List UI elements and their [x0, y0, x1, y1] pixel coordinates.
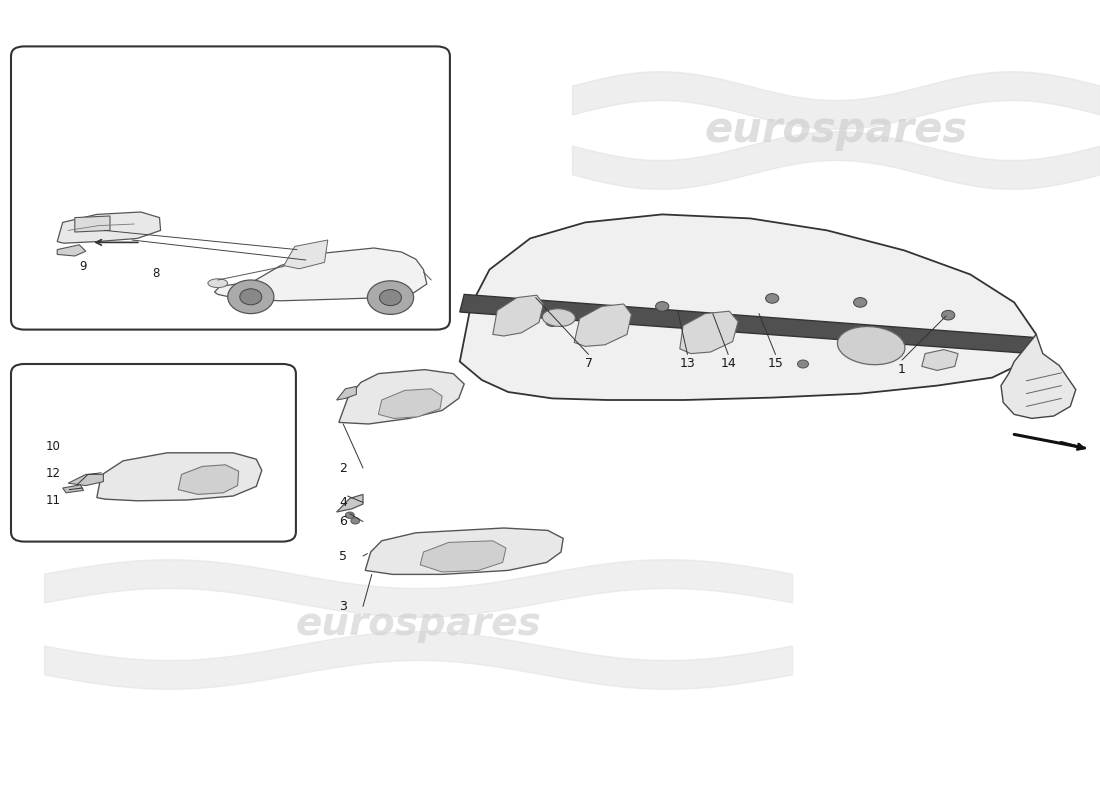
- Polygon shape: [460, 214, 1036, 400]
- Polygon shape: [337, 386, 356, 400]
- Polygon shape: [337, 494, 363, 512]
- Text: 10: 10: [45, 440, 60, 453]
- Circle shape: [345, 512, 354, 518]
- Circle shape: [766, 294, 779, 303]
- Polygon shape: [680, 311, 738, 354]
- FancyBboxPatch shape: [11, 364, 296, 542]
- Polygon shape: [420, 541, 506, 572]
- Polygon shape: [460, 294, 1036, 354]
- Text: 9: 9: [79, 260, 86, 273]
- Circle shape: [379, 290, 401, 306]
- Ellipse shape: [208, 278, 228, 287]
- Text: 11: 11: [45, 494, 60, 506]
- Text: 3: 3: [339, 600, 348, 613]
- Polygon shape: [922, 350, 958, 370]
- Circle shape: [656, 302, 669, 311]
- Text: 14: 14: [720, 358, 736, 370]
- Circle shape: [240, 289, 262, 305]
- Text: 4: 4: [339, 496, 348, 509]
- Circle shape: [798, 360, 808, 368]
- Polygon shape: [57, 212, 161, 243]
- Text: 8: 8: [153, 267, 159, 280]
- Polygon shape: [493, 295, 543, 336]
- Circle shape: [942, 310, 955, 320]
- Polygon shape: [63, 485, 84, 493]
- Circle shape: [546, 317, 559, 326]
- Polygon shape: [214, 248, 427, 301]
- Text: 5: 5: [339, 550, 348, 562]
- Polygon shape: [1001, 334, 1076, 418]
- Polygon shape: [574, 304, 631, 346]
- Polygon shape: [97, 453, 262, 501]
- Ellipse shape: [542, 309, 575, 326]
- FancyBboxPatch shape: [11, 46, 450, 330]
- Polygon shape: [178, 465, 239, 494]
- Text: eurospares: eurospares: [704, 109, 968, 150]
- Polygon shape: [378, 389, 442, 418]
- Circle shape: [854, 298, 867, 307]
- Polygon shape: [284, 240, 328, 269]
- Text: 12: 12: [45, 467, 60, 480]
- Text: 13: 13: [680, 358, 695, 370]
- Polygon shape: [57, 245, 86, 256]
- Polygon shape: [365, 528, 563, 574]
- Text: 2: 2: [339, 462, 348, 474]
- Circle shape: [228, 280, 274, 314]
- Text: 6: 6: [339, 515, 348, 528]
- Ellipse shape: [837, 326, 905, 365]
- Circle shape: [351, 518, 360, 524]
- Circle shape: [367, 281, 414, 314]
- Polygon shape: [68, 474, 103, 486]
- Polygon shape: [75, 216, 110, 232]
- Text: 15: 15: [768, 358, 783, 370]
- Text: eurospares: eurospares: [295, 605, 541, 643]
- Polygon shape: [339, 370, 464, 424]
- Text: 7: 7: [584, 358, 593, 370]
- Text: 1: 1: [898, 363, 906, 376]
